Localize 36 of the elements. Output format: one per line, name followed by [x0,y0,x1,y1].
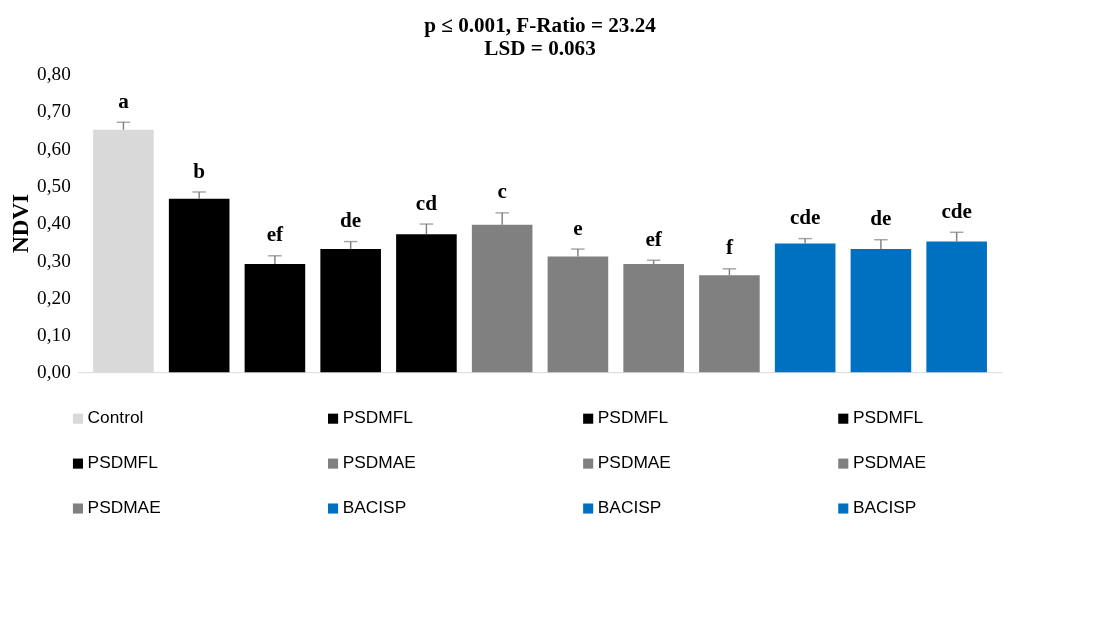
data-label: cde [941,198,972,223]
data-label: de [340,208,362,233]
y-tick-label: 0,20 [37,286,71,308]
text: LSD = 0.063 [484,36,596,61]
legend-label: PSDMAE [597,452,671,473]
y-tick-label: 0,00 [37,361,71,383]
y-tick-label: 0,10 [37,324,71,346]
data-label: ef [645,226,663,251]
legend-label: PSDMAE [87,497,161,518]
legend-label: BACISP [597,497,662,518]
text: p ≤ 0.001, F-Ratio = 23.24 [424,13,656,38]
legend-label: PSDMFL [342,407,414,428]
data-label: de [870,206,892,231]
legend-label: BACISP [342,497,407,518]
data-label: c [497,179,507,204]
data-label: b [193,158,206,183]
y-tick-label: 0,40 [37,212,71,234]
data-label: f [725,235,734,260]
legend-label: PSDMFL [852,407,924,428]
data-label: cd [415,190,438,215]
legend-label: PSDMAE [852,452,927,473]
legend-label: PSDMAE [342,452,416,473]
data-label: ef [266,222,285,247]
y-tick-label: 0,30 [37,249,71,271]
data-label: cde [789,205,821,230]
data-label: a [118,88,130,113]
legend-label: BACISP [852,497,917,518]
y-tick-label: 0,50 [37,174,71,196]
y-tick-label: 0,70 [37,100,71,122]
y-tick-label: 0,80 [37,62,71,84]
y-axis-title: NDVI [7,193,34,253]
legend-label: Control [87,407,144,428]
legend-label: PSDMFL [597,407,669,428]
legend-label: PSDMFL [87,452,159,473]
data-label: e [573,215,583,240]
y-tick-label: 0,60 [37,137,71,159]
